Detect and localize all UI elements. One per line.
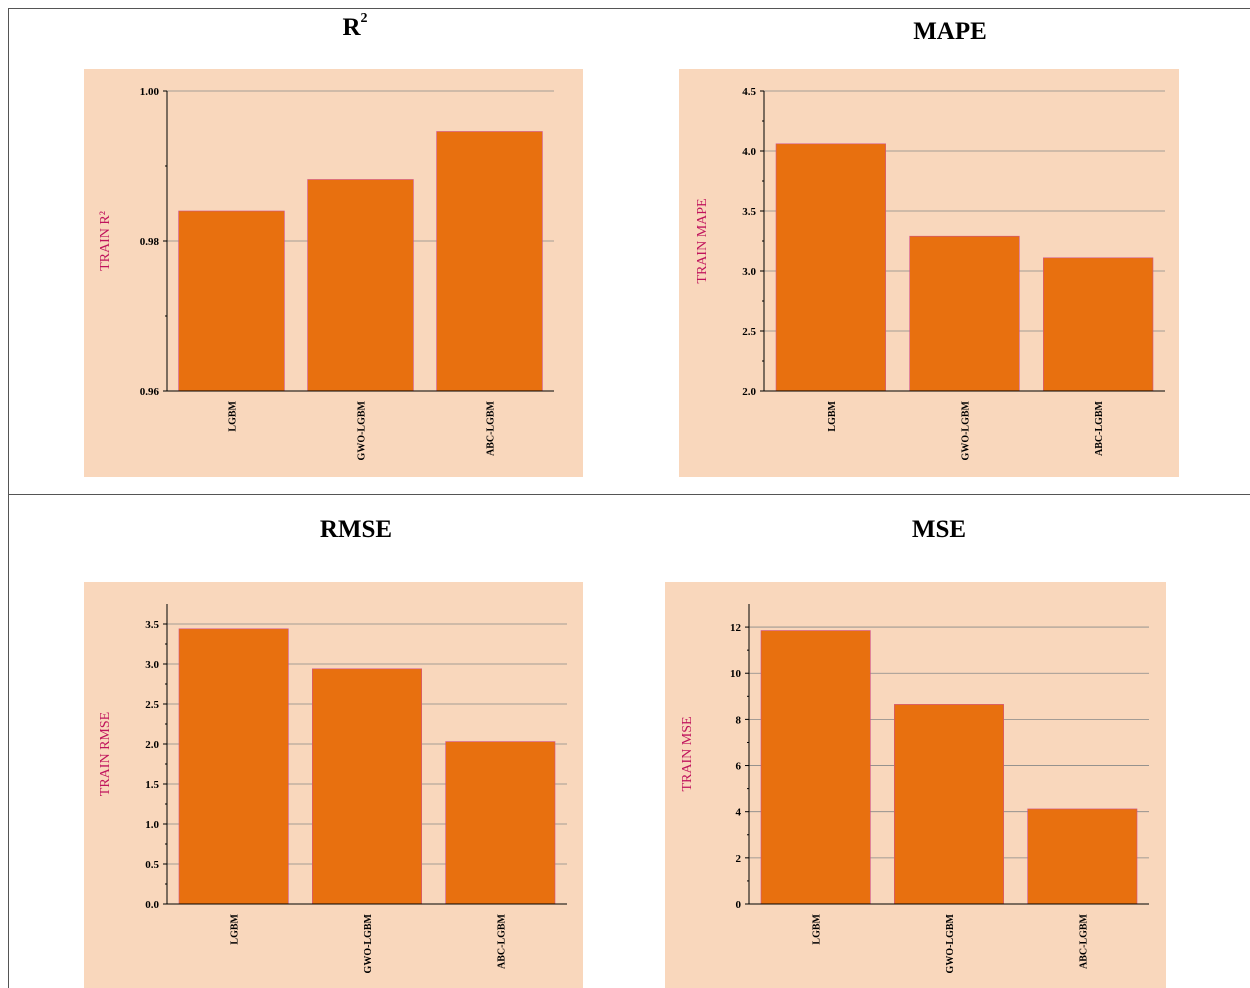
y-axis-label: TRAIN R²: [98, 211, 113, 271]
chart-r2: 0.96 0.98 1.00 LGBM GWO-LGBM ABC-LGBM TRAIN R²: [84, 69, 583, 477]
x-tick-label: GWO-LGBM: [945, 913, 956, 973]
bar: [178, 210, 285, 392]
x-tick-label: GWO-LGBM: [363, 913, 374, 973]
y-axis-label: TRAIN RMSE: [98, 712, 113, 796]
y-tick-label: 3.5: [145, 619, 159, 631]
title-rmse: RMSE: [319, 516, 393, 543]
bar: [178, 628, 289, 905]
y-tick-label: 10: [730, 668, 742, 680]
y-tick-label: 4.0: [742, 146, 756, 158]
x-tick-label: LGBM: [228, 400, 239, 431]
y-axis-label: TRAIN MSE: [680, 716, 695, 791]
x-tick-label: ABC-LGBM: [496, 913, 507, 969]
bar: [775, 143, 886, 392]
title-mse: MSE: [911, 516, 967, 543]
bar: [312, 668, 422, 905]
x-tick-label: LGBM: [230, 913, 241, 944]
title-r2-main: R: [342, 14, 361, 41]
bar: [894, 704, 1004, 905]
x-tick-label: GWO-LGBM: [961, 400, 972, 460]
bar: [307, 179, 414, 392]
y-tick-label: 12: [730, 622, 742, 634]
y-tick-label: 2.5: [742, 326, 756, 338]
y-tick-label: 8: [736, 714, 742, 726]
x-tick-label: GWO-LGBM: [357, 400, 368, 460]
chart-rmse: 0.0 0.5 1.0 1.5 2.0 2.5 3.0 3.5 LGBM GWO-LGBM ABC-…: [84, 582, 583, 988]
x-tick-label: LGBM: [827, 400, 838, 431]
y-tick-label: 1.0: [145, 819, 159, 831]
title-r2: R2: [205, 10, 505, 42]
chart-mape: 2.0 2.5 3.0 3.5 4.0 4.5 LGBM GWO-LGBM ABC-LGBM TR…: [679, 69, 1179, 477]
x-tick-label: ABC-LGBM: [1094, 400, 1105, 456]
y-tick-label: 2.5: [145, 699, 159, 711]
title-mape: MAPE: [913, 18, 987, 45]
bar: [1043, 257, 1154, 392]
x-tick-label: ABC-LGBM: [486, 400, 497, 456]
y-tick-label: 0.98: [140, 236, 160, 248]
y-tick-label: 0.5: [145, 859, 159, 871]
y-tick-label: 2.0: [742, 386, 756, 398]
bar: [760, 630, 871, 905]
y-tick-label: 3.0: [145, 659, 159, 671]
bar: [436, 131, 543, 392]
y-tick-label: 1.5: [145, 779, 159, 791]
bar: [1027, 808, 1138, 905]
x-tick-label: ABC-LGBM: [1078, 913, 1089, 969]
bar: [909, 235, 1020, 392]
y-tick-label: 2: [736, 853, 742, 865]
y-tick-label: 3.0: [742, 266, 756, 278]
y-tick-label: 4: [736, 807, 742, 819]
bar: [445, 741, 556, 905]
grid-line-top: [8, 8, 1250, 9]
y-axis-label: TRAIN MAPE: [695, 198, 710, 283]
y-tick-label: 0: [736, 899, 742, 911]
y-tick-label: 6: [736, 761, 742, 773]
x-tick-label: LGBM: [812, 913, 823, 944]
title-r2-sup: 2: [360, 10, 368, 26]
grid-line-left: [8, 8, 9, 988]
y-tick-label: 0.0: [145, 899, 159, 911]
grid-line-middle: [8, 494, 1250, 495]
y-tick-label: 0.96: [140, 386, 160, 398]
y-tick-label: 3.5: [742, 206, 756, 218]
y-tick-label: 2.0: [145, 739, 159, 751]
chart-mse: 0 2 4 6 8 10 12 LGBM GWO-LGBM ABC-LGBM TRAIN MSE: [665, 582, 1166, 988]
y-tick-label: 4.5: [742, 86, 756, 98]
y-tick-label: 1.00: [140, 86, 160, 98]
